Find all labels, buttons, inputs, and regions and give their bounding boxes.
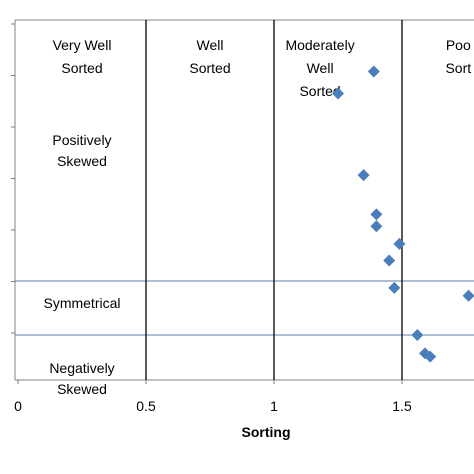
data-point-7	[388, 281, 401, 294]
sorting-class-label-2-1: Well	[307, 60, 334, 76]
sorting-class-label-2-2: Sorted	[299, 83, 340, 99]
sorting-class-label-1-1: Sorted	[189, 60, 230, 76]
sorting-class-label-2-0: Moderately	[285, 37, 354, 53]
data-point-6	[383, 254, 396, 267]
x-axis-title: Sorting	[242, 424, 291, 440]
sorting-class-label-0-0: Very Well	[53, 37, 112, 53]
x-tick-label-0: 0	[14, 398, 22, 414]
skewness-class-label-0-0: Positively	[52, 132, 111, 148]
sorting-class-label-3-1: Sort	[445, 60, 471, 76]
data-point-4	[370, 220, 383, 233]
skewness-class-label-0-1: Skewed	[57, 153, 107, 169]
data-point-0	[367, 65, 380, 78]
x-tick-label-3: 1.5	[392, 398, 412, 414]
skewness-class-label-2-1: Skewed	[57, 381, 107, 397]
sorting-class-label-0-1: Sorted	[61, 60, 102, 76]
sorting-class-label-3-0: Poo	[446, 37, 471, 53]
data-point-9	[411, 329, 424, 341]
skewness-class-label-1-0: Symmetrical	[43, 295, 120, 311]
plot-layer: 0 0.5 1 1.5 Very Well Sorted Well Sorted Moderat…	[11, 19, 474, 414]
data-point-5	[393, 237, 406, 250]
data-point-11	[424, 350, 437, 363]
skewness-class-label-2-0: Negatively	[49, 360, 114, 376]
data-point-2	[357, 169, 370, 182]
x-tick-label-1: 0.5	[136, 398, 156, 414]
data-point-3	[370, 208, 383, 221]
sorting-class-label-1-0: Well	[197, 37, 224, 53]
data-point-8	[462, 289, 474, 302]
x-tick-label-2: 1	[270, 398, 278, 414]
data-point-1	[332, 87, 344, 100]
